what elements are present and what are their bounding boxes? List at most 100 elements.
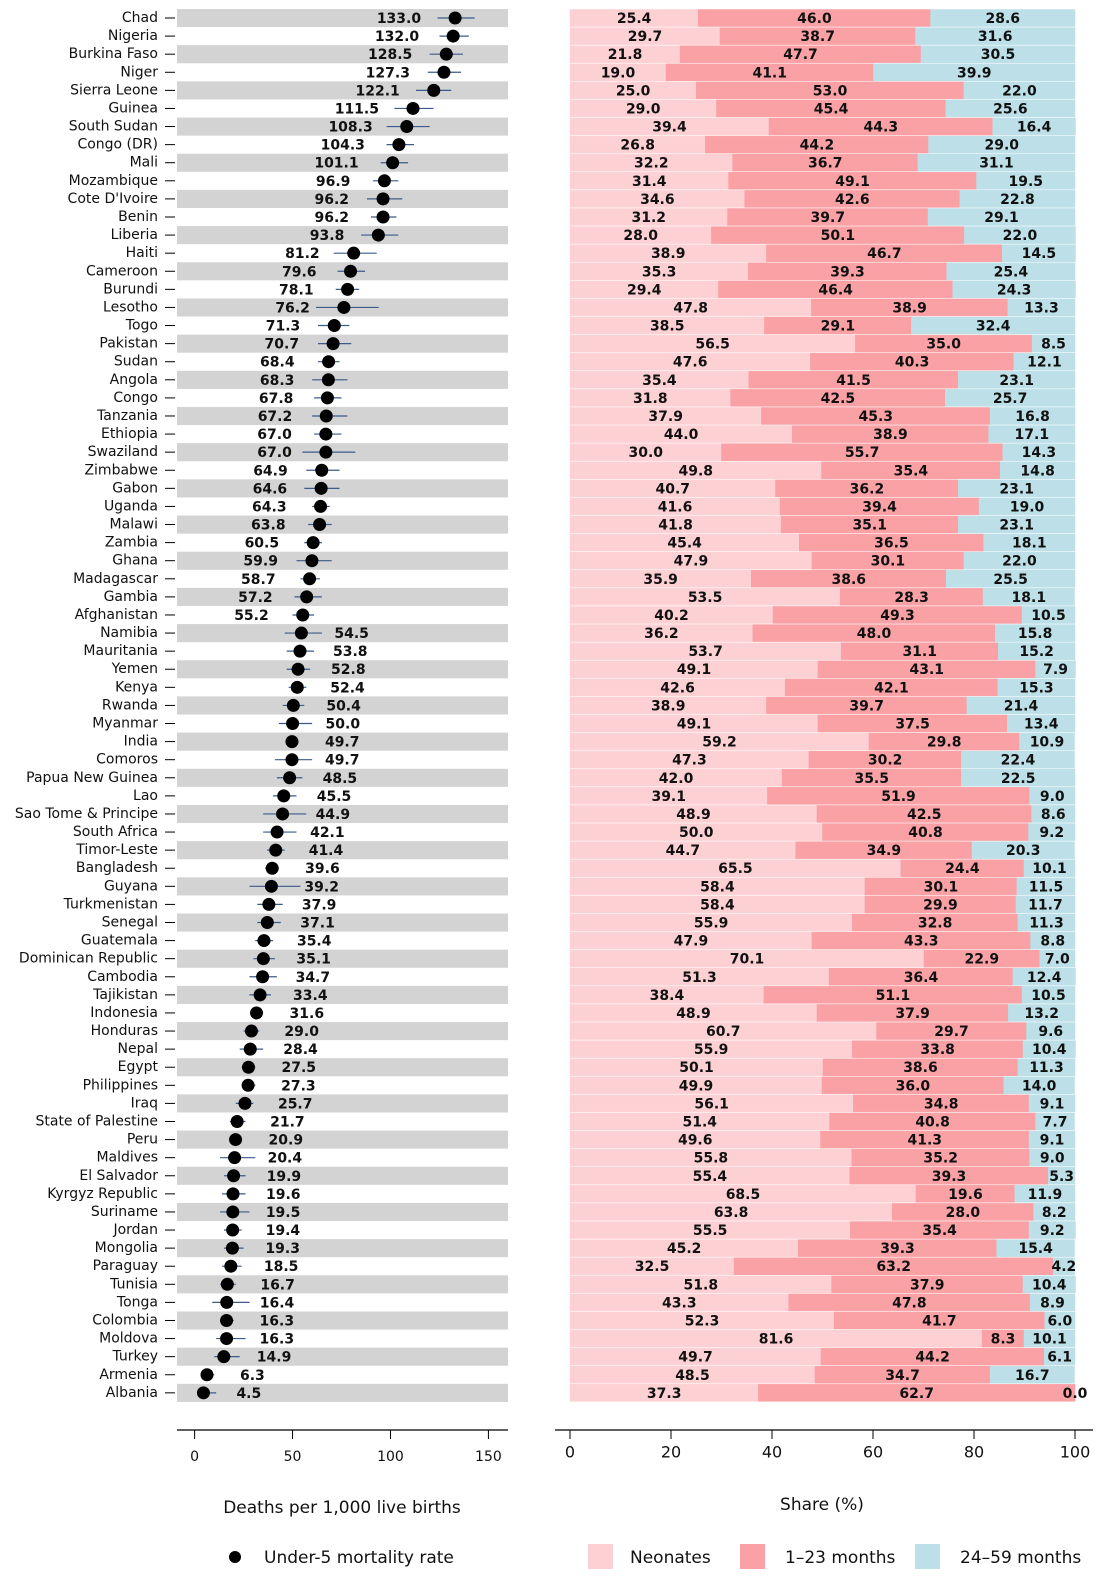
row-band xyxy=(177,1347,508,1366)
value-label: 34.8 xyxy=(924,1096,959,1112)
value-label: 122.1 xyxy=(355,83,399,99)
category-label: Uganda xyxy=(104,498,158,514)
value-label: 8.5 xyxy=(1041,337,1066,353)
value-label: 93.8 xyxy=(310,228,345,244)
value-label: 64.9 xyxy=(253,463,288,479)
value-label: 55.9 xyxy=(694,916,729,932)
category-label: Yemen xyxy=(111,661,158,677)
value-label: 44.2 xyxy=(915,1350,950,1366)
bar-segment xyxy=(961,750,1075,769)
category-label: Jordan xyxy=(112,1222,158,1238)
value-label: 55.5 xyxy=(693,1223,728,1239)
value-label: 25.6 xyxy=(993,101,1028,117)
value-label: 13.4 xyxy=(1024,717,1059,733)
category-label: Angola xyxy=(110,372,158,388)
dot xyxy=(224,1259,238,1273)
value-label: 51.8 xyxy=(684,1277,719,1293)
value-label: 79.6 xyxy=(282,264,317,280)
dot xyxy=(322,355,336,369)
value-label: 24.3 xyxy=(997,282,1032,298)
bar-segment xyxy=(1019,732,1075,751)
bar-segment xyxy=(928,135,1076,154)
value-label: 55.9 xyxy=(694,1042,729,1058)
category-label: Chad xyxy=(122,10,158,26)
dot xyxy=(276,807,290,821)
value-label: 16.7 xyxy=(260,1277,295,1293)
value-label: 8.2 xyxy=(1042,1205,1067,1221)
dot xyxy=(313,518,327,532)
value-label: 46.7 xyxy=(867,246,902,262)
row-band xyxy=(177,226,508,245)
row-band xyxy=(177,45,508,64)
value-label: 8.6 xyxy=(1041,807,1066,823)
dot xyxy=(220,1295,234,1309)
value-label: 68.4 xyxy=(260,355,295,371)
value-label: 67.2 xyxy=(258,409,293,425)
value-label: 53.0 xyxy=(813,83,848,99)
value-label: 19.0 xyxy=(1010,499,1045,515)
value-label: 47.6 xyxy=(673,355,708,371)
dot xyxy=(448,11,462,25)
category-label: Guinea xyxy=(108,100,158,116)
x-tick-label: 40 xyxy=(762,1443,782,1462)
value-label: 49.8 xyxy=(678,463,713,479)
dot xyxy=(243,1042,257,1056)
bar-segment xyxy=(963,81,1076,100)
category-label: Cote D'Ivoire xyxy=(68,191,158,207)
row-band xyxy=(177,1383,508,1402)
value-label: 16.7 xyxy=(1015,1368,1050,1384)
bar-segment xyxy=(997,678,1076,697)
category-label: Armenia xyxy=(99,1367,158,1383)
category-label: Madagascar xyxy=(73,571,158,587)
category-label: Iraq xyxy=(131,1095,158,1111)
value-label: 35.4 xyxy=(297,934,332,950)
value-label: 34.7 xyxy=(296,970,331,986)
bar-segment xyxy=(1022,1275,1076,1294)
legend-label: 1–23 months xyxy=(785,1548,896,1568)
category-label: Swaziland xyxy=(88,444,158,460)
category-label: Senegal xyxy=(102,915,158,931)
value-label: 67.0 xyxy=(257,427,292,443)
value-label: 19.3 xyxy=(265,1241,300,1257)
value-label: 49.9 xyxy=(679,1078,714,1094)
value-label: 7.0 xyxy=(1045,952,1070,968)
value-label: 38.9 xyxy=(651,246,686,262)
value-label: 55.2 xyxy=(234,608,269,624)
value-label: 26.8 xyxy=(620,138,655,154)
bar-segment xyxy=(1028,1221,1076,1239)
category-label: Ghana xyxy=(112,553,158,569)
value-label: 58.7 xyxy=(241,572,276,588)
value-label: 48.9 xyxy=(676,807,711,823)
bar-segment xyxy=(1003,1076,1075,1095)
value-label: 47.8 xyxy=(673,300,708,316)
row-band xyxy=(177,189,508,208)
bar-segment xyxy=(961,769,1076,787)
dot xyxy=(256,970,270,984)
value-label: 53.8 xyxy=(333,644,368,660)
dot xyxy=(337,300,351,314)
value-label: 29.0 xyxy=(985,138,1020,154)
row-band xyxy=(177,1239,508,1258)
legend-swatch xyxy=(915,1544,940,1569)
category-label: Burundi xyxy=(103,281,158,297)
value-label: 37.3 xyxy=(647,1386,682,1402)
value-label: 58.4 xyxy=(700,897,735,913)
category-label: Albania xyxy=(106,1385,158,1401)
category-label: Liberia xyxy=(111,227,158,243)
x-tick-label: 100 xyxy=(377,1449,404,1465)
category-label: Paraguay xyxy=(93,1258,158,1274)
bar-segment xyxy=(964,226,1076,244)
value-label: 6.0 xyxy=(1047,1313,1072,1329)
value-label: 40.7 xyxy=(655,481,690,497)
x-axis-label: Share (%) xyxy=(780,1495,864,1515)
value-label: 49.1 xyxy=(835,174,870,190)
value-label: 70.7 xyxy=(265,337,300,353)
value-label: 40.3 xyxy=(895,355,930,371)
category-label: Lesotho xyxy=(103,299,158,315)
value-label: 43.1 xyxy=(910,662,945,678)
bar-segment xyxy=(911,316,1076,335)
bar-segment xyxy=(920,45,1076,63)
value-label: 41.6 xyxy=(658,499,693,515)
bar-segment xyxy=(1017,1058,1076,1076)
dot xyxy=(283,771,297,785)
